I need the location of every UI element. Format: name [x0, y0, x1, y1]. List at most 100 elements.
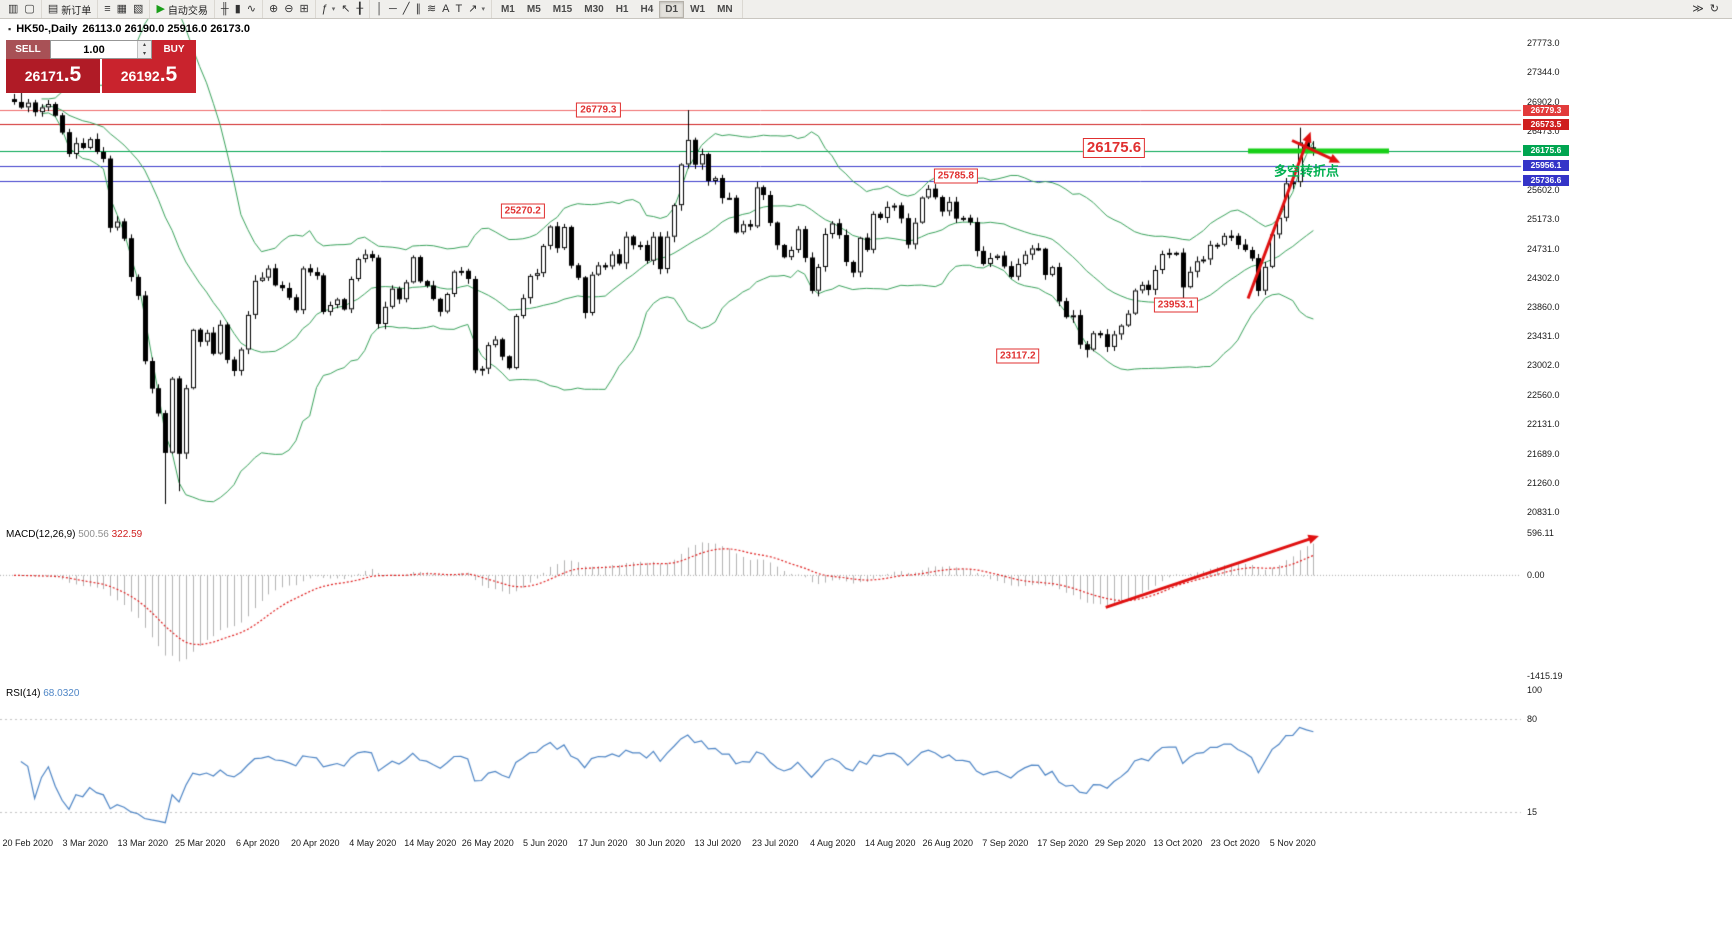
macd-name: MACD(12,26,9): [6, 529, 76, 540]
chart-ohlc-values: 26113.0 26190.0 25916.0 26173.0: [82, 23, 250, 35]
windows-group: ≡ ▦ ▧: [98, 0, 151, 18]
chart-header: ▪ HK50-,Daily 26113.0 26190.0 25916.0 26…: [8, 23, 250, 35]
fibonacci-icon[interactable]: ≋: [424, 2, 439, 17]
trendline-icon: ╱: [402, 2, 410, 15]
vertical-line-icon: │: [376, 2, 384, 15]
sell-button[interactable]: SELL: [6, 40, 50, 59]
one-click-trading-panel: SELL 1.00 ▴ ▾ BUY 26171.5 26192.5: [6, 40, 196, 93]
autotrading-button-label: 自动交易: [167, 5, 208, 17]
horizontal-line-icon[interactable]: ─: [386, 2, 400, 17]
autotrade-group: ▶ 自动交易: [150, 0, 215, 18]
tile-windows-icon: ⊞: [299, 2, 309, 15]
timeframe-w1-button[interactable]: W1: [690, 3, 706, 15]
label-icon[interactable]: T: [453, 2, 466, 17]
macd-signal-value: 322.59: [111, 529, 143, 540]
timeframe-h4-button[interactable]: H4: [640, 3, 654, 15]
bar-chart-icon[interactable]: ╫: [218, 2, 232, 17]
timeframe-m15-button[interactable]: M15: [552, 3, 573, 15]
auto-scroll-icon[interactable]: ↻: [1707, 2, 1722, 17]
buy-price-button[interactable]: 26192.5: [102, 59, 196, 93]
zoom-out-icon[interactable]: ⊖: [281, 2, 296, 17]
chart-shift-icon: ≫: [1692, 2, 1704, 15]
timeframe-d1-button[interactable]: D1: [659, 0, 685, 18]
timeframe-m5-button[interactable]: M5: [526, 3, 541, 15]
rsi-label: RSI(14) 68.0320: [6, 688, 79, 699]
new-order-button[interactable]: ▤ 新订单: [45, 2, 94, 17]
bar-chart-icon: ╫: [220, 2, 229, 15]
new-order-button-label: 新订单: [61, 5, 92, 17]
chart-symbol-icon: ▪: [8, 24, 12, 34]
crosshair-icon: ╂: [356, 2, 364, 15]
line-chart-icon: ∿: [246, 2, 256, 15]
market-watch-icon[interactable]: ≡: [101, 2, 113, 17]
market-watch-icon: ≡: [104, 2, 111, 15]
zoom-out-icon: ⊖: [284, 2, 294, 15]
auto-scroll-icon: ↻: [1709, 2, 1719, 15]
cursor-icon: ↖: [341, 2, 351, 15]
chart-title: HK50-,Daily: [16, 23, 78, 35]
trendline-icon[interactable]: ╱: [400, 2, 413, 17]
arrows-icon: ↗: [468, 2, 478, 15]
crosshair-icon[interactable]: ╂: [354, 2, 367, 17]
zoom-in-icon[interactable]: ⊕: [266, 2, 281, 17]
chart-shift-icon[interactable]: ≫: [1689, 2, 1707, 17]
indicators-icon[interactable]: ƒ ▾: [319, 2, 339, 17]
buy-price-main: 26192: [120, 68, 160, 84]
candlestick-chart-icon[interactable]: ▮: [232, 2, 244, 17]
lot-increase-button[interactable]: ▴: [138, 41, 151, 50]
charts-icon[interactable]: ▥: [5, 2, 21, 17]
rsi-name: RSI(14): [6, 688, 41, 699]
cursor-icon[interactable]: ↖: [338, 2, 353, 17]
sell-price-main: 26171: [24, 68, 64, 84]
buy-button[interactable]: BUY: [152, 40, 196, 59]
data-window-icon[interactable]: ▦: [114, 2, 130, 17]
chart-type-group: ╫ ▮ ∿: [215, 0, 263, 18]
zoom-in-icon: ⊕: [269, 2, 279, 15]
sell-price-button[interactable]: 26171.5: [6, 59, 100, 93]
text-icon[interactable]: A: [439, 2, 452, 17]
chart-windows-icon[interactable]: ▢: [21, 2, 37, 17]
navigator-icon: ▧: [133, 2, 144, 15]
lot-spinner: ▴ ▾: [137, 41, 151, 58]
vertical-line-icon[interactable]: │: [373, 2, 386, 17]
charts-icon: ▥: [8, 2, 19, 15]
navigator-icon[interactable]: ▧: [130, 2, 146, 17]
toolbar: ▥ ▢ ▤ 新订单 ≡ ▦ ▧ ▶ 自动交易 ╫ ▮ ∿ ⊕ ⊖ ⊞ ƒ ▾ ↖ ╂ │ ─ ╱ ∥ ≋ A T ↗ ▾ M1 M5 M15…: [0, 0, 1732, 19]
fibonacci-icon: ≋: [426, 2, 437, 15]
lot-size-field[interactable]: 1.00 ▴ ▾: [50, 40, 152, 59]
sell-price-pip: .5: [63, 63, 82, 86]
line-chart-icon[interactable]: ∿: [244, 2, 259, 17]
rsi-value: 68.0320: [43, 688, 80, 699]
timeframe-h1-button[interactable]: H1: [615, 3, 629, 15]
new-order-button: ▤: [47, 2, 59, 15]
tile-windows-icon[interactable]: ⊞: [296, 2, 311, 17]
data-window-icon: ▦: [116, 2, 128, 15]
pointer-group: ƒ ▾ ↖ ╂: [316, 0, 371, 18]
horizontal-line-icon: ─: [389, 2, 397, 15]
indicators-icon-dropdown-icon[interactable]: ▾: [331, 6, 336, 13]
arrows-icon-dropdown-icon[interactable]: ▾: [481, 6, 485, 13]
arrows-icon[interactable]: ↗ ▾: [465, 2, 488, 17]
macd-label: MACD(12,26,9) 500.56 322.59: [6, 529, 142, 540]
autotrading-button[interactable]: ▶ 自动交易: [153, 2, 210, 17]
order-group: ▤ 新订单: [42, 0, 99, 18]
text-icon: A: [442, 2, 450, 15]
indicators-icon: ƒ: [321, 2, 328, 15]
timeframe-m30-button[interactable]: M30: [584, 3, 604, 15]
timeframe-m1-button[interactable]: M1: [500, 3, 515, 15]
chart-group: ▥ ▢: [2, 0, 42, 18]
channel-icon: ∥: [415, 2, 421, 15]
autotrading-button: ▶: [156, 2, 165, 15]
objects-group: │ ─ ╱ ∥ ≋ A T ↗ ▾: [370, 0, 492, 18]
timeframe-mn-button[interactable]: MN: [717, 3, 733, 15]
chart-windows-icon: ▢: [24, 2, 35, 15]
lot-size-value[interactable]: 1.00: [83, 43, 105, 56]
lot-decrease-button[interactable]: ▾: [138, 49, 151, 58]
timeframe-group: M1 M5 M15 M30 H1 H4 D1 W1 MN: [492, 0, 743, 18]
channel-icon[interactable]: ∥: [412, 2, 424, 17]
label-icon: T: [455, 2, 463, 15]
candlestick-chart-icon: ▮: [234, 2, 241, 15]
macd-main-value: 500.56: [78, 529, 109, 540]
